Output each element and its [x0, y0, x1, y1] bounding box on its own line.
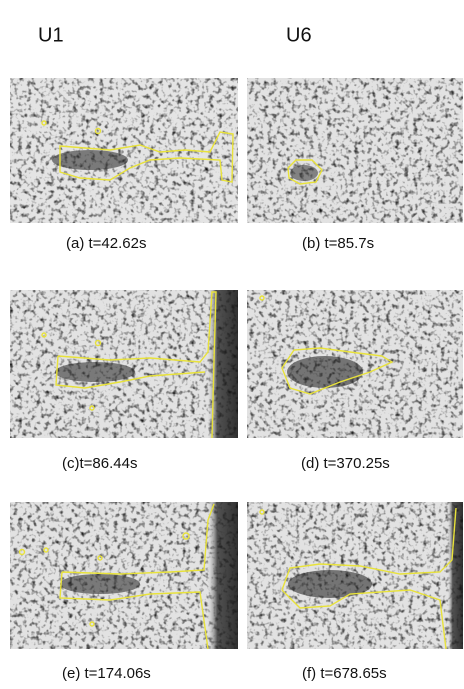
caption: (a) t=42.62s [66, 235, 146, 252]
caption: (d) t=370.25s [301, 455, 390, 472]
caption: (f) t=678.65s [302, 665, 387, 682]
caption: (c)t=86.44s [62, 455, 137, 472]
image-panel [10, 290, 238, 439]
column-header: U6 [286, 24, 312, 46]
image-panel [247, 502, 463, 650]
caption: (e) t=174.06s [62, 665, 151, 682]
column-header: U1 [38, 24, 64, 46]
image-panel [247, 290, 463, 438]
caption: (b) t=85.7s [302, 235, 374, 252]
image-panel [247, 78, 463, 223]
image-panel [10, 502, 238, 650]
image-panel [10, 78, 238, 223]
